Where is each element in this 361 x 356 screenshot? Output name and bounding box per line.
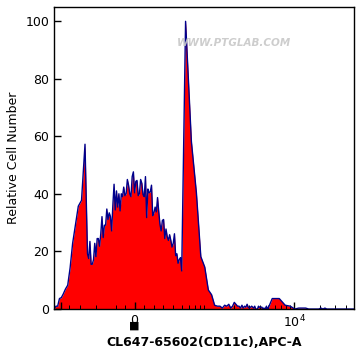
- Text: WWW.PTGLAB.COM: WWW.PTGLAB.COM: [177, 38, 291, 48]
- Y-axis label: Relative Cell Number: Relative Cell Number: [7, 92, 20, 224]
- Text: ■: ■: [129, 321, 140, 331]
- X-axis label: CL647-65602(CD11c),APC-A: CL647-65602(CD11c),APC-A: [106, 336, 302, 349]
